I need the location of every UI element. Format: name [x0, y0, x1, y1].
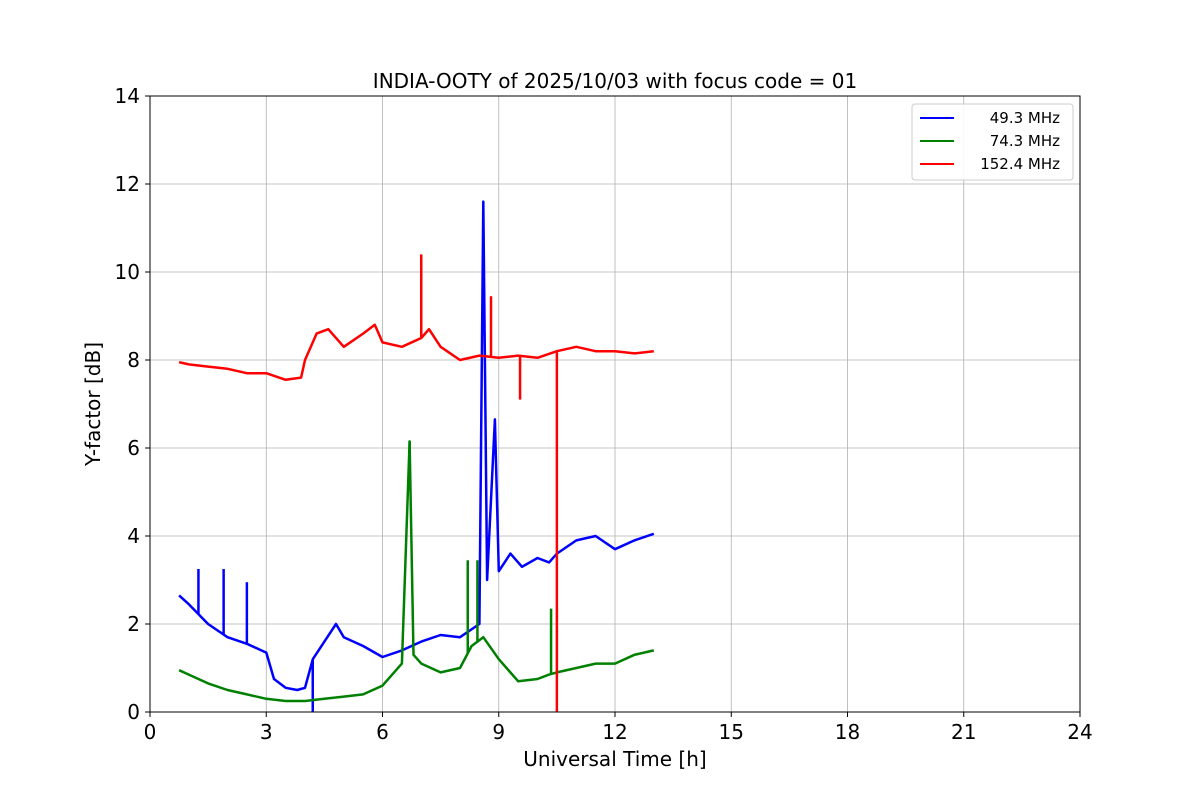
- series-line-152-4-mhz: [178, 323, 654, 382]
- series-line-49-3-mhz: [178, 200, 655, 692]
- legend: 49.3 MHz 74.3 MHz 152.4 MHz: [911, 103, 1074, 181]
- x-tick-label: 18: [835, 720, 860, 744]
- y-tick-label: 0: [127, 700, 140, 724]
- x-tick-label: 6: [376, 720, 389, 744]
- x-tick-label: 21: [951, 720, 976, 744]
- x-axis-title: Universal Time [h]: [523, 747, 706, 771]
- y-tick-label: 14: [115, 84, 140, 108]
- chart-title: INDIA-OOTY of 2025/10/03 with focus code…: [373, 69, 857, 93]
- legend-label: 74.3 MHz: [990, 132, 1060, 150]
- y-tick-label: 12: [115, 172, 140, 196]
- y-axis: 0 2 4 6 8 10 12 14: [115, 84, 150, 724]
- grid-lines: [149, 95, 1081, 713]
- x-tick-label: 24: [1067, 720, 1092, 744]
- x-axis: 0 3 6 9 12 15 18 21 24: [144, 712, 1093, 744]
- x-tick-label: 3: [260, 720, 273, 744]
- x-tick-label: 15: [719, 720, 744, 744]
- x-tick-label: 0: [144, 720, 157, 744]
- legend-label: 49.3 MHz: [990, 109, 1060, 127]
- series-152-4-mhz: [178, 254, 654, 712]
- x-tick-label: 9: [492, 720, 505, 744]
- y-tick-label: 10: [115, 260, 140, 284]
- series-49-3-mhz: [178, 200, 655, 712]
- legend-box: [911, 103, 1074, 181]
- y-tick-label: 2: [127, 612, 140, 636]
- x-tick-label: 12: [602, 720, 627, 744]
- y-axis-title: Y-factor [dB]: [81, 342, 105, 467]
- y-tick-label: 8: [127, 348, 140, 372]
- legend-label: 152.4 MHz: [980, 155, 1060, 173]
- series-74-3-mhz: [178, 440, 655, 703]
- y-tick-label: 6: [127, 436, 140, 460]
- series-line-74-3-mhz: [178, 440, 655, 703]
- series-layer: [178, 200, 655, 712]
- y-tick-label: 4: [127, 524, 140, 548]
